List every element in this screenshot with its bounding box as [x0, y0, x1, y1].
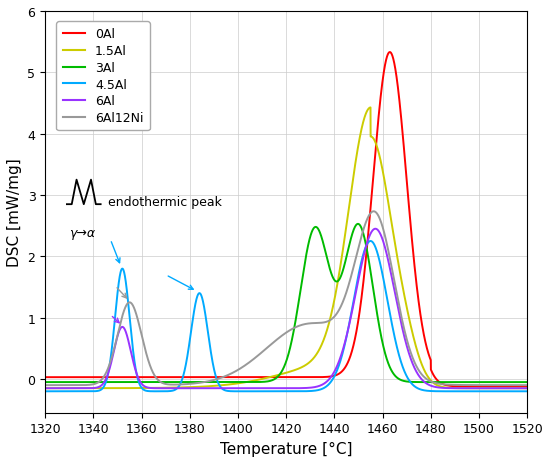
3Al	[392, 374, 399, 379]
6Al12Ni	[524, 382, 531, 388]
3Al	[524, 380, 531, 385]
6Al	[485, 386, 492, 391]
6Al12Ni	[42, 382, 48, 388]
6Al	[271, 386, 278, 391]
1.5Al	[485, 386, 492, 391]
1.5Al	[367, 106, 374, 111]
6Al12Ni	[392, 285, 399, 290]
4.5Al	[248, 388, 255, 394]
6Al	[42, 386, 48, 391]
6Al12Ni	[370, 209, 377, 214]
4.5Al	[42, 388, 48, 394]
1.5Al	[271, 374, 278, 379]
4.5Al	[524, 388, 531, 394]
0Al	[524, 384, 531, 389]
3Al	[42, 380, 48, 385]
6Al12Ni	[248, 358, 255, 363]
0Al	[387, 50, 393, 56]
Y-axis label: DSC [mW/mg]: DSC [mW/mg]	[7, 158, 22, 267]
Line: 4.5Al: 4.5Al	[45, 242, 527, 391]
4.5Al	[244, 388, 251, 394]
1.5Al	[248, 379, 255, 384]
6Al	[372, 226, 378, 232]
6Al12Ni	[485, 382, 492, 388]
3Al	[485, 380, 492, 385]
0Al	[271, 375, 278, 380]
1.5Al	[524, 386, 531, 391]
4.5Al	[509, 388, 516, 394]
3Al	[248, 380, 255, 385]
Legend: 0Al, 1.5Al, 3Al, 4.5Al, 6Al, 6Al12Ni: 0Al, 1.5Al, 3Al, 4.5Al, 6Al, 6Al12Ni	[56, 22, 150, 131]
X-axis label: Temperature [°C]: Temperature [°C]	[220, 441, 353, 456]
3Al	[509, 380, 516, 385]
3Al	[271, 377, 278, 382]
1.5Al	[42, 386, 48, 391]
6Al	[248, 386, 255, 391]
Line: 6Al: 6Al	[45, 229, 527, 388]
1.5Al	[509, 386, 516, 391]
Line: 1.5Al: 1.5Al	[45, 108, 527, 388]
0Al	[509, 384, 516, 389]
1.5Al	[392, 244, 399, 250]
4.5Al	[392, 338, 399, 344]
0Al	[244, 375, 251, 380]
4.5Al	[485, 388, 492, 394]
6Al12Ni	[271, 339, 278, 345]
1.5Al	[244, 379, 251, 385]
6Al12Ni	[509, 382, 516, 388]
4.5Al	[271, 388, 278, 394]
4.5Al	[367, 239, 374, 244]
Line: 0Al: 0Al	[45, 53, 527, 387]
Text: γ→α: γ→α	[69, 226, 96, 239]
Line: 3Al: 3Al	[45, 225, 527, 382]
0Al	[485, 384, 492, 389]
6Al	[524, 386, 531, 391]
0Al	[248, 375, 255, 380]
3Al	[244, 380, 251, 385]
6Al12Ni	[244, 361, 251, 367]
0Al	[42, 375, 48, 380]
6Al	[392, 293, 399, 299]
6Al	[509, 386, 516, 391]
3Al	[355, 222, 361, 227]
Text: endothermic peak: endothermic peak	[108, 195, 222, 208]
Line: 6Al12Ni: 6Al12Ni	[45, 212, 527, 385]
0Al	[392, 68, 399, 73]
6Al	[244, 386, 251, 391]
